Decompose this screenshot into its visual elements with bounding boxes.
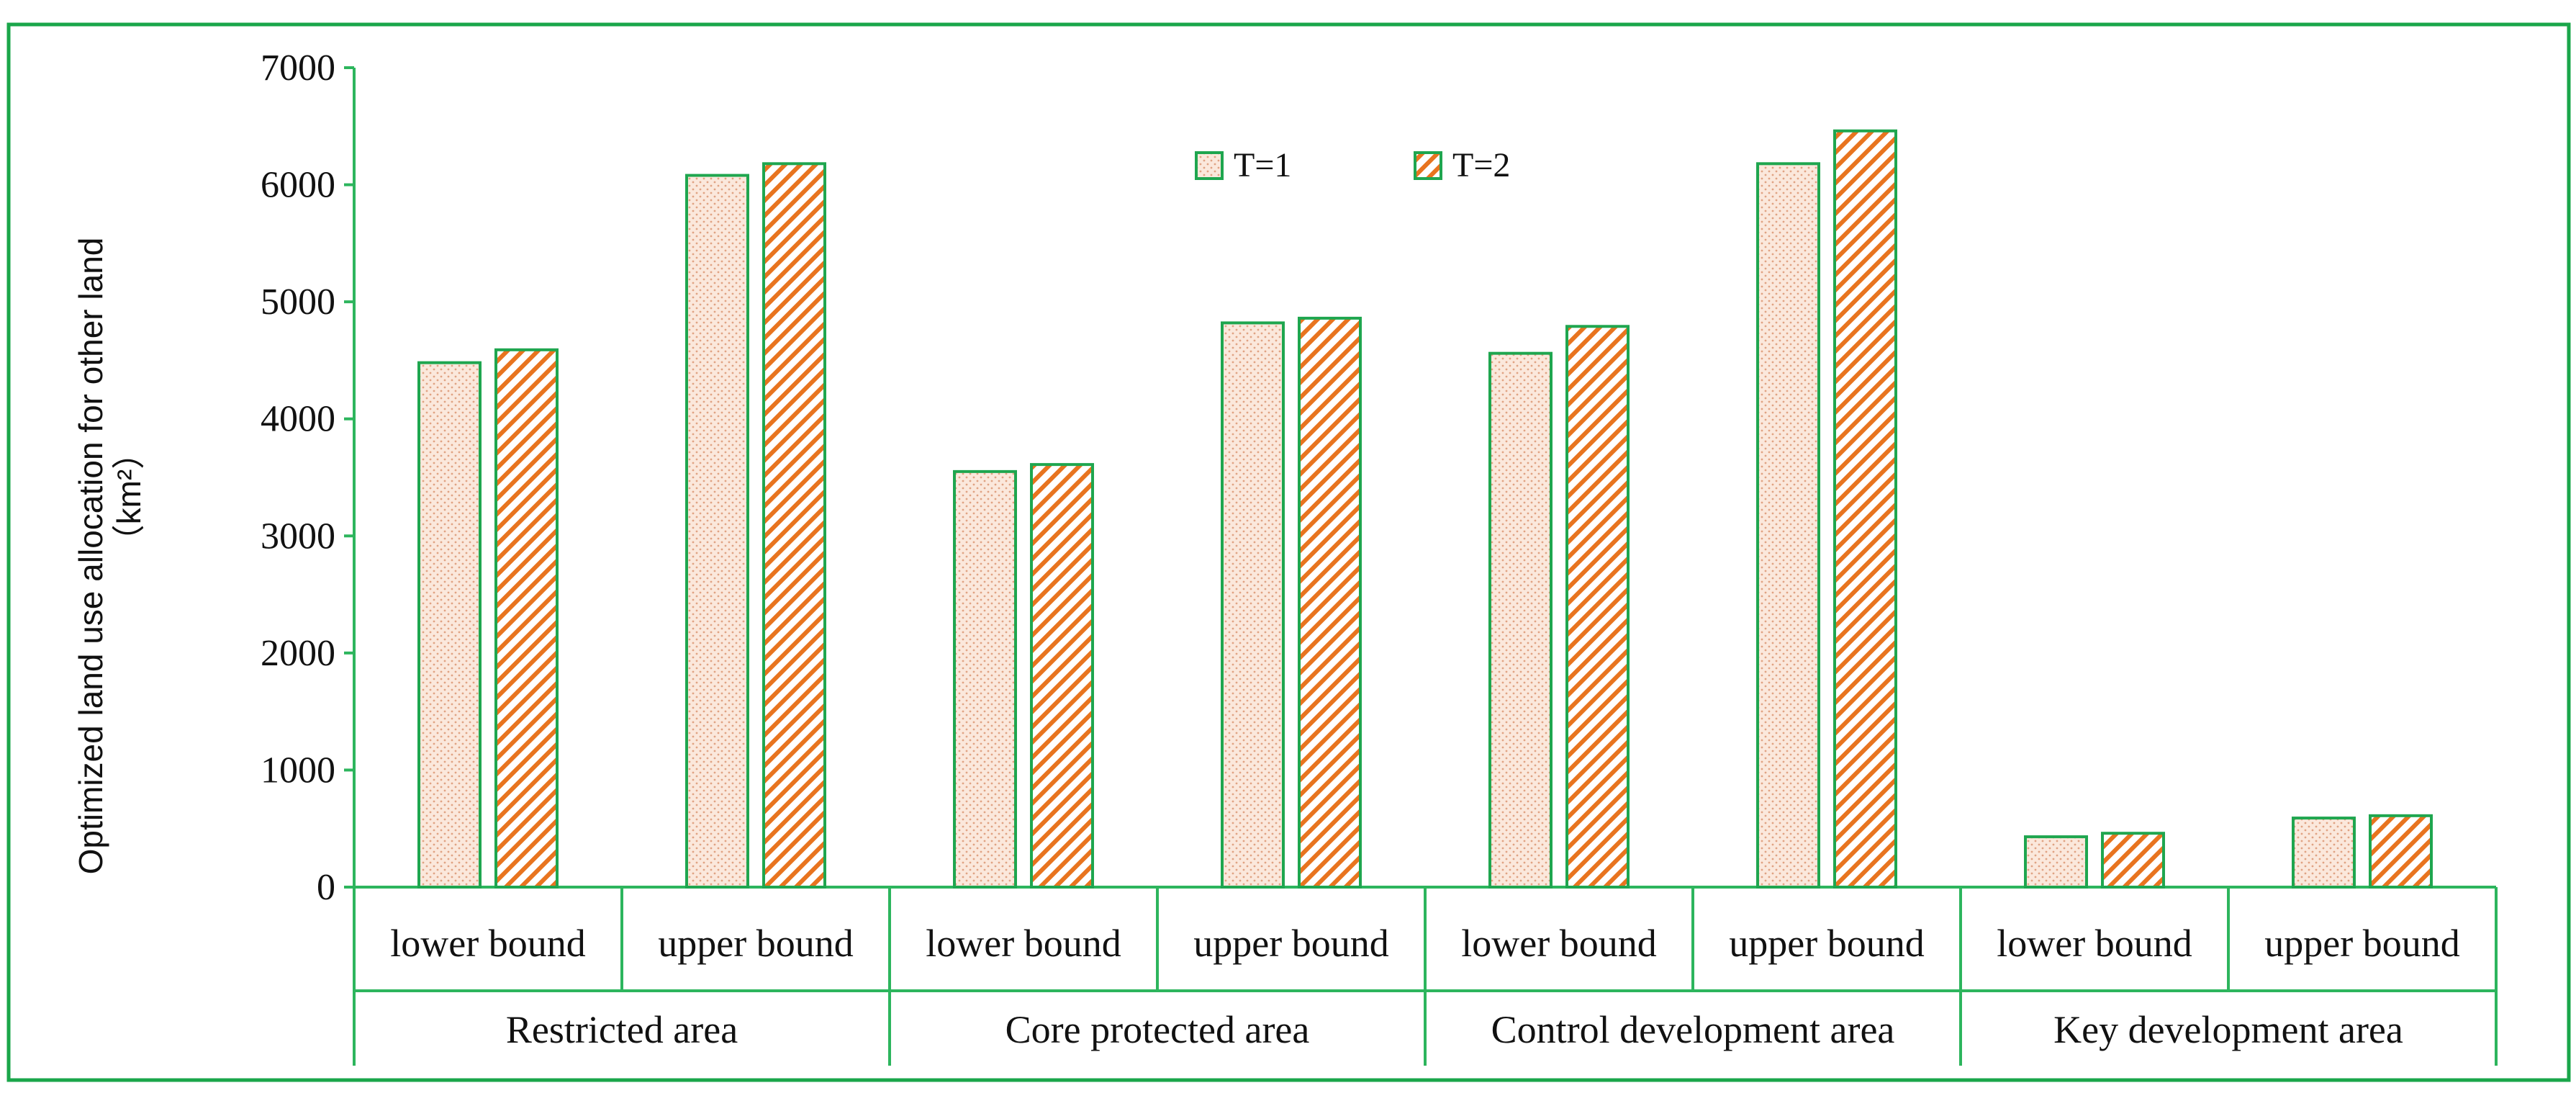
bar-t1 bbox=[1488, 351, 1553, 889]
y-tick-label: 4000 bbox=[261, 399, 335, 440]
bar-t1 bbox=[953, 469, 1017, 889]
legend-label-t1: T=1 bbox=[1234, 146, 1291, 184]
bar-t2 bbox=[1030, 463, 1094, 889]
y-axis-label-line2: （km²） bbox=[110, 436, 148, 558]
bar-t2 bbox=[1565, 325, 1630, 889]
bar-t1 bbox=[685, 174, 749, 889]
y-tick-label: 5000 bbox=[261, 282, 335, 323]
bar-t2 bbox=[494, 348, 559, 889]
y-tick-label: 7000 bbox=[261, 48, 335, 89]
bar-t2 bbox=[2369, 814, 2433, 889]
legend-swatch-t1 bbox=[1195, 151, 1224, 180]
axis-labels: 0 1000 2000 3000 4000 5000 6000 7000 lower bound… bbox=[261, 48, 2460, 1051]
bar-t2 bbox=[1833, 129, 1897, 889]
legend-label-t2: T=2 bbox=[1452, 146, 1510, 184]
x-group-label: Core protected area bbox=[1005, 1008, 1310, 1051]
x-category-label: upper bound bbox=[2264, 922, 2459, 965]
legend-swatch-t2 bbox=[1414, 151, 1442, 180]
y-tick-label: 3000 bbox=[261, 516, 335, 557]
y-tick-label: 2000 bbox=[261, 633, 335, 674]
y-tick-label: 0 bbox=[317, 867, 335, 908]
outer-frame bbox=[6, 22, 2571, 1082]
y-tick-label: 1000 bbox=[261, 750, 335, 791]
x-category-label: upper bound bbox=[658, 922, 853, 965]
x-category-label: lower bound bbox=[1461, 922, 1656, 965]
x-category-label: lower bound bbox=[390, 922, 585, 965]
x-group-label: Key development area bbox=[2053, 1008, 2403, 1051]
bar-t2 bbox=[1298, 316, 1362, 889]
bar-t1 bbox=[2292, 817, 2356, 889]
bar-t1 bbox=[1756, 162, 1820, 889]
x-category-label: lower bound bbox=[1997, 922, 2192, 965]
bar-t1 bbox=[417, 361, 482, 889]
legend: T=1 T=2 bbox=[1195, 146, 1510, 184]
x-category-label: upper bound bbox=[1193, 922, 1388, 965]
y-axis-label-line1: Optimized land use allocation for other … bbox=[72, 238, 109, 875]
x-group-label: Restricted area bbox=[506, 1008, 738, 1051]
x-group-label: Control development area bbox=[1491, 1008, 1895, 1051]
y-tick-label: 6000 bbox=[261, 165, 335, 206]
x-category-label: upper bound bbox=[1729, 922, 1924, 965]
axes bbox=[344, 66, 2498, 1066]
bar-t1 bbox=[1221, 321, 1285, 889]
bar-t1 bbox=[2024, 835, 2088, 889]
x-category-label: lower bound bbox=[926, 922, 1121, 965]
bar-t2 bbox=[762, 162, 826, 889]
bars bbox=[417, 129, 2433, 889]
bar-t2 bbox=[2101, 832, 2165, 889]
